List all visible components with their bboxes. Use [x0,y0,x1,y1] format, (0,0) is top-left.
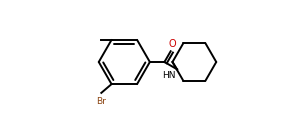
Text: Br: Br [96,96,106,106]
Text: HN: HN [162,71,176,80]
Text: O: O [168,39,176,49]
